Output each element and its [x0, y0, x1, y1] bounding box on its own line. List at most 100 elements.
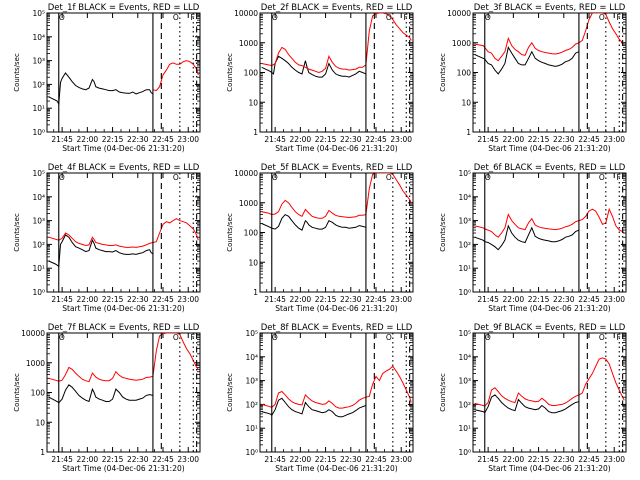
- y-tick-label: 10⁵: [32, 169, 45, 178]
- x-tick-label: 23:00: [603, 295, 625, 304]
- x-tick-label: 22:00: [77, 295, 99, 304]
- top-marker-label: O: [173, 13, 179, 22]
- plot-frame: [472, 12, 627, 133]
- top-marker-label: O: [59, 333, 65, 342]
- lld-series-line: [474, 207, 625, 238]
- y-tick-label: 10¹: [458, 424, 471, 433]
- y-tick-label: 10¹: [245, 424, 258, 433]
- y-tick-label: 10⁴: [32, 193, 45, 202]
- y-tick-label: 10⁰: [458, 448, 471, 457]
- top-marker-label: O: [386, 173, 392, 182]
- y-tick-label: 10⁴: [458, 193, 471, 202]
- y-tick-label: 10¹: [458, 264, 471, 273]
- panel-title: Det_4f BLACK = Events, RED = LLD: [48, 163, 200, 173]
- panel-9: Det_9f BLACK = Events, RED = LLD 10⁰ 10¹ 10…: [439, 323, 627, 473]
- top-marker-label: O: [272, 173, 278, 182]
- y-axis-label: Counts/sec: [13, 373, 21, 412]
- y-tick-label: 1: [253, 288, 258, 297]
- x-tick-label: 22:00: [290, 135, 312, 144]
- top-marker-label: F: [616, 13, 620, 22]
- plot-frame: [259, 332, 414, 453]
- y-tick-label: 10⁰: [458, 288, 471, 297]
- x-axis-label: Start Time (04-Dec-06 21:31:20): [275, 464, 397, 473]
- top-marker-label: O: [485, 13, 491, 22]
- panel-7: Det_7f BLACK = Events, RED = LLD 1 10 100 10…: [13, 323, 201, 473]
- y-tick-label: 10³: [245, 377, 258, 386]
- x-axis-label: Start Time (04-Dec-06 21:31:20): [62, 144, 184, 153]
- x-tick-label: 22:45: [578, 135, 600, 144]
- y-tick-label: 100: [457, 69, 472, 78]
- x-tick-label: 22:30: [553, 455, 575, 464]
- y-tick-label: 1000: [452, 39, 471, 48]
- y-tick-label: 1000: [239, 199, 258, 208]
- x-tick-label: 22:15: [102, 295, 124, 304]
- x-tick-label: 21:45: [264, 455, 286, 464]
- x-tick-label: 22:15: [315, 135, 337, 144]
- panel-2: Det_2f BLACK = Events, RED = LLD 1 10 100 10…: [226, 3, 414, 153]
- panel-5: Det_5f BLACK = Events, RED = LLD 1 10 100 10…: [226, 163, 414, 313]
- y-tick-label: 10⁴: [32, 33, 45, 42]
- y-tick-label: 10⁵: [32, 9, 45, 18]
- x-tick-label: 22:30: [340, 455, 362, 464]
- y-axis-label: Counts/sec: [439, 53, 447, 92]
- x-tick-label: 22:45: [152, 455, 174, 464]
- y-tick-label: 1: [253, 128, 258, 137]
- panel-title: Det_1f BLACK = Events, RED = LLD: [48, 3, 200, 13]
- panel-4: Det_4f BLACK = Events, RED = LLD 10⁰ 10¹ 10…: [13, 163, 201, 313]
- panel-3: Det_3f BLACK = Events, RED = LLD 1 10 100 10…: [439, 3, 627, 153]
- x-tick-label: 22:00: [503, 455, 525, 464]
- top-marker-label: F: [190, 173, 194, 182]
- x-axis-label: Start Time (04-Dec-06 21:31:20): [275, 144, 397, 153]
- y-tick-label: 1000: [239, 39, 258, 48]
- x-tick-label: 22:15: [315, 455, 337, 464]
- x-tick-label: 22:30: [553, 135, 575, 144]
- lld-series-line: [48, 333, 199, 383]
- y-tick-label: 10000: [234, 169, 258, 178]
- x-axis-label: Start Time (04-Dec-06 21:31:20): [62, 464, 184, 473]
- top-marker-label: O: [272, 333, 278, 342]
- x-tick-label: 22:00: [290, 455, 312, 464]
- y-tick-label: 10: [461, 98, 471, 107]
- top-marker-label: F: [616, 333, 620, 342]
- events-series-line: [474, 46, 580, 75]
- top-marker-label: O: [173, 333, 179, 342]
- y-tick-label: 10¹: [32, 104, 45, 113]
- top-marker-label: F: [616, 173, 620, 182]
- x-tick-label: 22:30: [340, 135, 362, 144]
- lld-series-line: [474, 357, 625, 407]
- x-tick-label: 22:00: [503, 135, 525, 144]
- y-tick-label: 1: [466, 128, 471, 137]
- panel-6: Det_6f BLACK = Events, RED = LLD 10⁰ 10¹ 10…: [439, 163, 627, 313]
- events-series-line: [474, 224, 580, 251]
- top-marker-label: F: [190, 333, 194, 342]
- panel-title: Det_9f BLACK = Events, RED = LLD: [474, 323, 626, 333]
- x-tick-label: 22:15: [315, 295, 337, 304]
- y-tick-label: 10⁵: [245, 329, 258, 338]
- plot-frame: [259, 12, 414, 133]
- panel-8: Det_8f BLACK = Events, RED = LLD 10⁰ 10¹ 10…: [226, 323, 414, 473]
- x-axis-label: Start Time (04-Dec-06 21:31:20): [488, 144, 610, 153]
- y-tick-label: 10³: [458, 217, 471, 226]
- x-tick-label: 21:45: [51, 295, 73, 304]
- y-tick-label: 10³: [32, 57, 45, 66]
- x-tick-label: 23:00: [177, 135, 199, 144]
- top-marker-label: F: [403, 13, 407, 22]
- y-tick-label: 10²: [458, 240, 471, 249]
- y-tick-label: 10⁰: [32, 288, 45, 297]
- top-marker-label: O: [173, 173, 179, 182]
- x-tick-label: 22:00: [290, 295, 312, 304]
- x-tick-label: 22:45: [365, 295, 387, 304]
- lld-series-line: [474, 13, 625, 62]
- y-tick-label: 10000: [234, 9, 258, 18]
- events-series-line: [48, 72, 154, 106]
- x-tick-label: 21:45: [264, 295, 286, 304]
- plot-frame: [46, 172, 201, 293]
- panel-title: Det_8f BLACK = Events, RED = LLD: [261, 323, 413, 333]
- y-tick-label: 1000: [26, 359, 45, 368]
- x-tick-label: 21:45: [477, 455, 499, 464]
- x-tick-label: 21:45: [51, 135, 73, 144]
- x-tick-label: 21:45: [264, 135, 286, 144]
- panel-title: Det_6f BLACK = Events, RED = LLD: [474, 163, 626, 173]
- plot-frame: [472, 172, 627, 293]
- x-tick-label: 21:45: [51, 455, 73, 464]
